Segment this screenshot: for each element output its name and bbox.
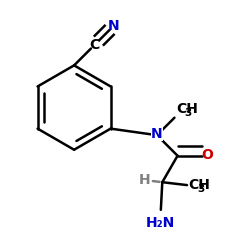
Text: O: O — [201, 148, 213, 162]
Text: H: H — [138, 173, 150, 187]
Text: N: N — [151, 127, 163, 141]
Text: 3: 3 — [184, 108, 192, 118]
Text: CH: CH — [188, 178, 210, 192]
Text: CH: CH — [176, 102, 198, 116]
Text: C: C — [90, 38, 100, 52]
Text: N: N — [108, 19, 120, 33]
Text: H₂N: H₂N — [146, 216, 176, 230]
Text: 3: 3 — [197, 184, 204, 194]
